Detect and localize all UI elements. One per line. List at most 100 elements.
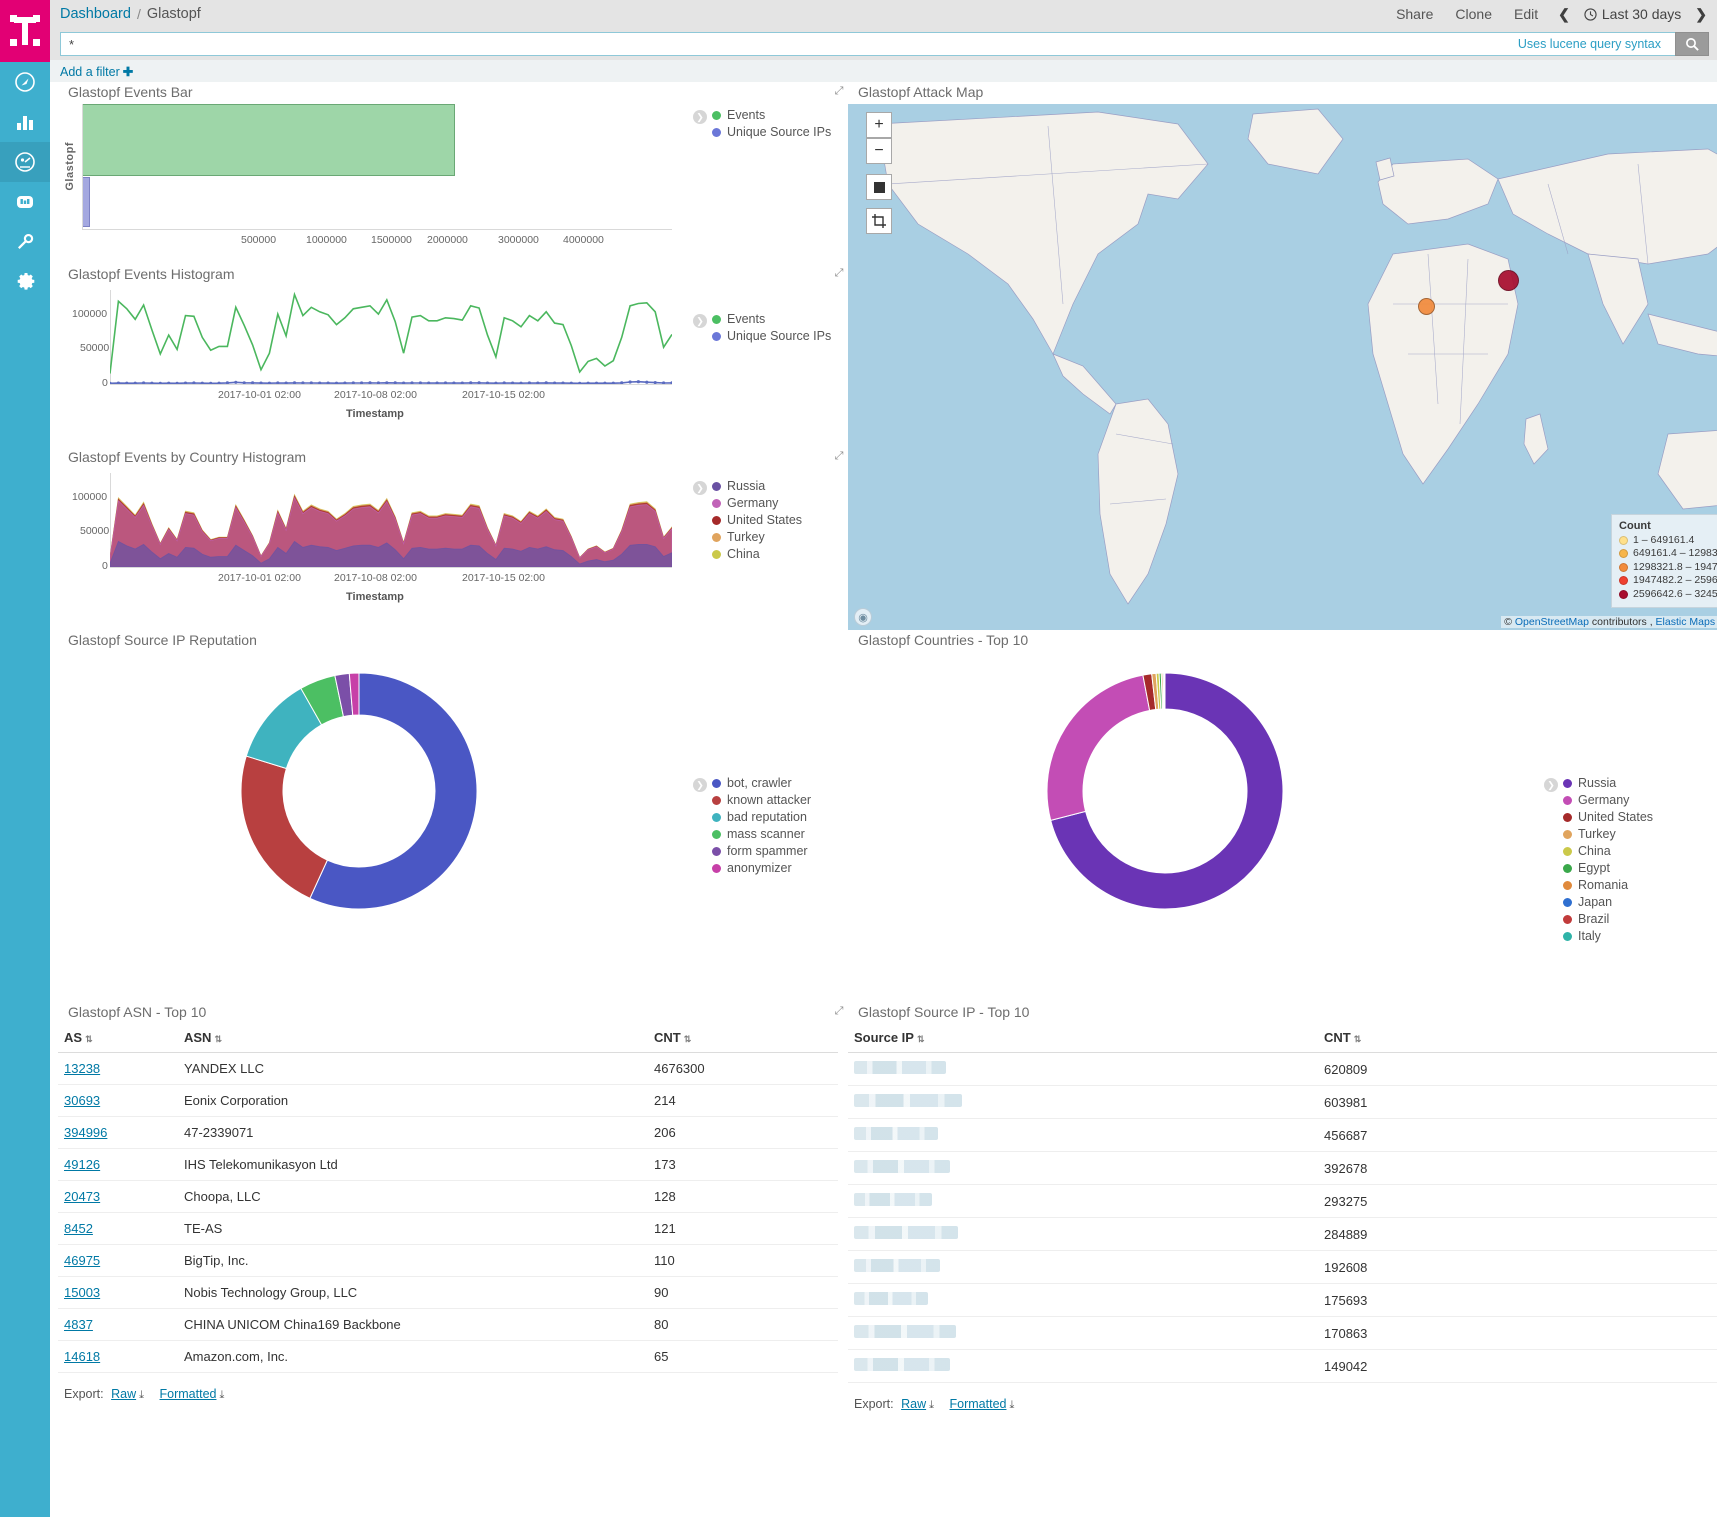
donut-slice[interactable] xyxy=(309,672,478,910)
cell-cnt: 121 xyxy=(648,1212,838,1245)
legend-item[interactable]: United States xyxy=(712,513,802,527)
legend-collapse-icon[interactable]: ❯ xyxy=(1544,778,1558,792)
legend-collapse-icon[interactable]: ❯ xyxy=(693,110,707,124)
resize-handle-icon[interactable]: ⤢ xyxy=(834,267,844,279)
as-link[interactable]: 49126 xyxy=(64,1157,101,1172)
add-filter-button[interactable]: Add a filter ✚ xyxy=(60,64,133,79)
legend-item[interactable]: Turkey xyxy=(1563,827,1653,841)
legend-item[interactable]: Events xyxy=(712,108,831,122)
column-header-cnt[interactable]: CNT ⇅ xyxy=(648,1024,838,1053)
resize-handle-icon[interactable]: ⤢ xyxy=(834,450,844,462)
legend-item[interactable]: Turkey xyxy=(712,530,802,544)
cell-cnt: 175693 xyxy=(1318,1283,1717,1317)
chevron-left-icon[interactable]: ❮ xyxy=(1558,5,1570,22)
legend-item[interactable]: China xyxy=(712,547,802,561)
legend-item[interactable]: Germany xyxy=(712,496,802,510)
donut-slice[interactable] xyxy=(1046,674,1151,821)
lucene-syntax-hint[interactable]: Uses lucene query syntax xyxy=(1517,37,1661,51)
openstreetmap-link[interactable]: OpenStreetMap xyxy=(1514,616,1589,628)
as-link[interactable]: 15003 xyxy=(64,1285,101,1300)
search-input[interactable]: * Uses lucene query syntax xyxy=(60,32,1675,56)
sidebar-item-dev-tools[interactable] xyxy=(0,222,50,262)
share-button[interactable]: Share xyxy=(1396,6,1434,22)
legend-item[interactable]: Russia xyxy=(712,479,802,493)
as-link[interactable]: 13238 xyxy=(64,1061,101,1076)
legend-item[interactable]: Germany xyxy=(1563,793,1653,807)
legend-collapse-icon[interactable]: ❯ xyxy=(693,314,707,328)
legend-item[interactable]: Egypt xyxy=(1563,861,1653,875)
map-legend-label: 2596642.6 – 3245803 xyxy=(1633,587,1717,600)
as-link[interactable]: 394996 xyxy=(64,1125,108,1140)
export-raw-link[interactable]: Raw xyxy=(901,1397,927,1411)
bar-unique-source-ips[interactable] xyxy=(82,177,90,227)
legend-item[interactable]: form spammer xyxy=(712,844,811,858)
export-formatted-link[interactable]: Formatted xyxy=(159,1387,217,1401)
map-zoom-in-button[interactable]: + xyxy=(866,112,892,138)
breadcrumb-dashboard[interactable]: Dashboard xyxy=(60,6,131,22)
time-range-picker[interactable]: Last 30 days xyxy=(1584,6,1681,22)
export-formatted-link[interactable]: Formatted xyxy=(949,1397,1007,1411)
table-row: 13238 YANDEX LLC 4676300 xyxy=(58,1052,838,1085)
legend-item[interactable]: mass scanner xyxy=(712,827,811,841)
legend-item[interactable]: anonymizer xyxy=(712,861,811,875)
chevron-right-icon[interactable]: ❯ xyxy=(1695,5,1707,22)
germany-marker[interactable] xyxy=(1417,298,1435,315)
sidebar-item-discover[interactable] xyxy=(0,62,50,102)
resize-handle-icon[interactable]: ⤢ xyxy=(834,1005,844,1017)
as-link[interactable]: 8452 xyxy=(64,1221,93,1236)
legend-item[interactable]: China xyxy=(1563,844,1653,858)
as-link[interactable]: 20473 xyxy=(64,1189,101,1204)
donut-slice[interactable] xyxy=(348,672,360,716)
cell-source-ip xyxy=(848,1217,1318,1251)
countries-donut-chart[interactable] xyxy=(1040,666,1290,916)
export-raw-link[interactable]: Raw xyxy=(111,1387,137,1401)
map-fit-bounds-button[interactable] xyxy=(866,174,892,200)
column-header-cnt[interactable]: CNT ⇅ xyxy=(1318,1024,1717,1053)
resize-handle-icon[interactable]: ⤢ xyxy=(834,85,844,97)
country-histogram-plot: 100000 50000 0 2017-10-01 02:00 2017-10-… xyxy=(58,469,693,630)
as-link[interactable]: 30693 xyxy=(64,1093,101,1108)
legend-color-dot xyxy=(712,498,721,508)
panel-source-ip-reputation: Glastopf Source IP Reputation ❯ bot, cra… xyxy=(58,630,848,1002)
bar-events[interactable] xyxy=(82,104,455,176)
legend-item[interactable]: Unique Source IPs xyxy=(712,125,831,139)
as-link[interactable]: 14618 xyxy=(64,1349,101,1364)
donut-slice[interactable] xyxy=(1050,672,1284,910)
legend-collapse-icon[interactable]: ❯ xyxy=(693,778,707,792)
map-legend-row: 1298321.8 – 1947482.2 xyxy=(1619,561,1717,575)
map-zoom-out-button[interactable]: − xyxy=(866,138,892,164)
as-link[interactable]: 46975 xyxy=(64,1253,101,1268)
legend-item[interactable]: bad reputation xyxy=(712,810,811,824)
column-header-as[interactable]: AS ⇅ xyxy=(58,1024,178,1053)
legend-item[interactable]: Italy xyxy=(1563,929,1653,943)
column-header-asn[interactable]: ASN ⇅ xyxy=(178,1024,648,1053)
legend-item[interactable]: Russia xyxy=(1563,776,1653,790)
clone-button[interactable]: Clone xyxy=(1455,6,1493,22)
elastic-maps-service-link[interactable]: Elastic Maps Service xyxy=(1655,616,1717,628)
legend-item[interactable]: Romania xyxy=(1563,878,1653,892)
sidebar-item-visualize[interactable] xyxy=(0,102,50,142)
sidebar-item-timelion[interactable] xyxy=(0,182,50,222)
legend-item[interactable]: bot, crawler xyxy=(712,776,811,790)
legend-item[interactable]: Events xyxy=(712,312,831,326)
donut-slice[interactable] xyxy=(240,755,329,899)
cell-as: 46975 xyxy=(58,1244,178,1277)
legend-item[interactable]: Brazil xyxy=(1563,912,1653,926)
legend-collapse-icon[interactable]: ❯ xyxy=(693,481,707,495)
russia-marker[interactable] xyxy=(1497,269,1519,291)
map-legend-row: 649161.4 – 1298321.8 xyxy=(1619,547,1717,561)
legend-item[interactable]: United States xyxy=(1563,810,1653,824)
as-link[interactable]: 4837 xyxy=(64,1317,93,1332)
sidebar-item-management[interactable] xyxy=(0,262,50,302)
sidebar-item-dashboard[interactable] xyxy=(0,142,50,182)
edit-button[interactable]: Edit xyxy=(1514,6,1539,22)
legend-item[interactable]: Unique Source IPs xyxy=(712,329,831,343)
column-header-source-ip[interactable]: Source IP ⇅ xyxy=(848,1024,1318,1053)
map-draw-rectangle-button[interactable] xyxy=(866,208,892,234)
reputation-donut-chart[interactable] xyxy=(234,666,484,916)
legend-item[interactable]: Japan xyxy=(1563,895,1653,909)
legend-item[interactable]: known attacker xyxy=(712,793,811,807)
search-submit-button[interactable] xyxy=(1675,32,1709,56)
